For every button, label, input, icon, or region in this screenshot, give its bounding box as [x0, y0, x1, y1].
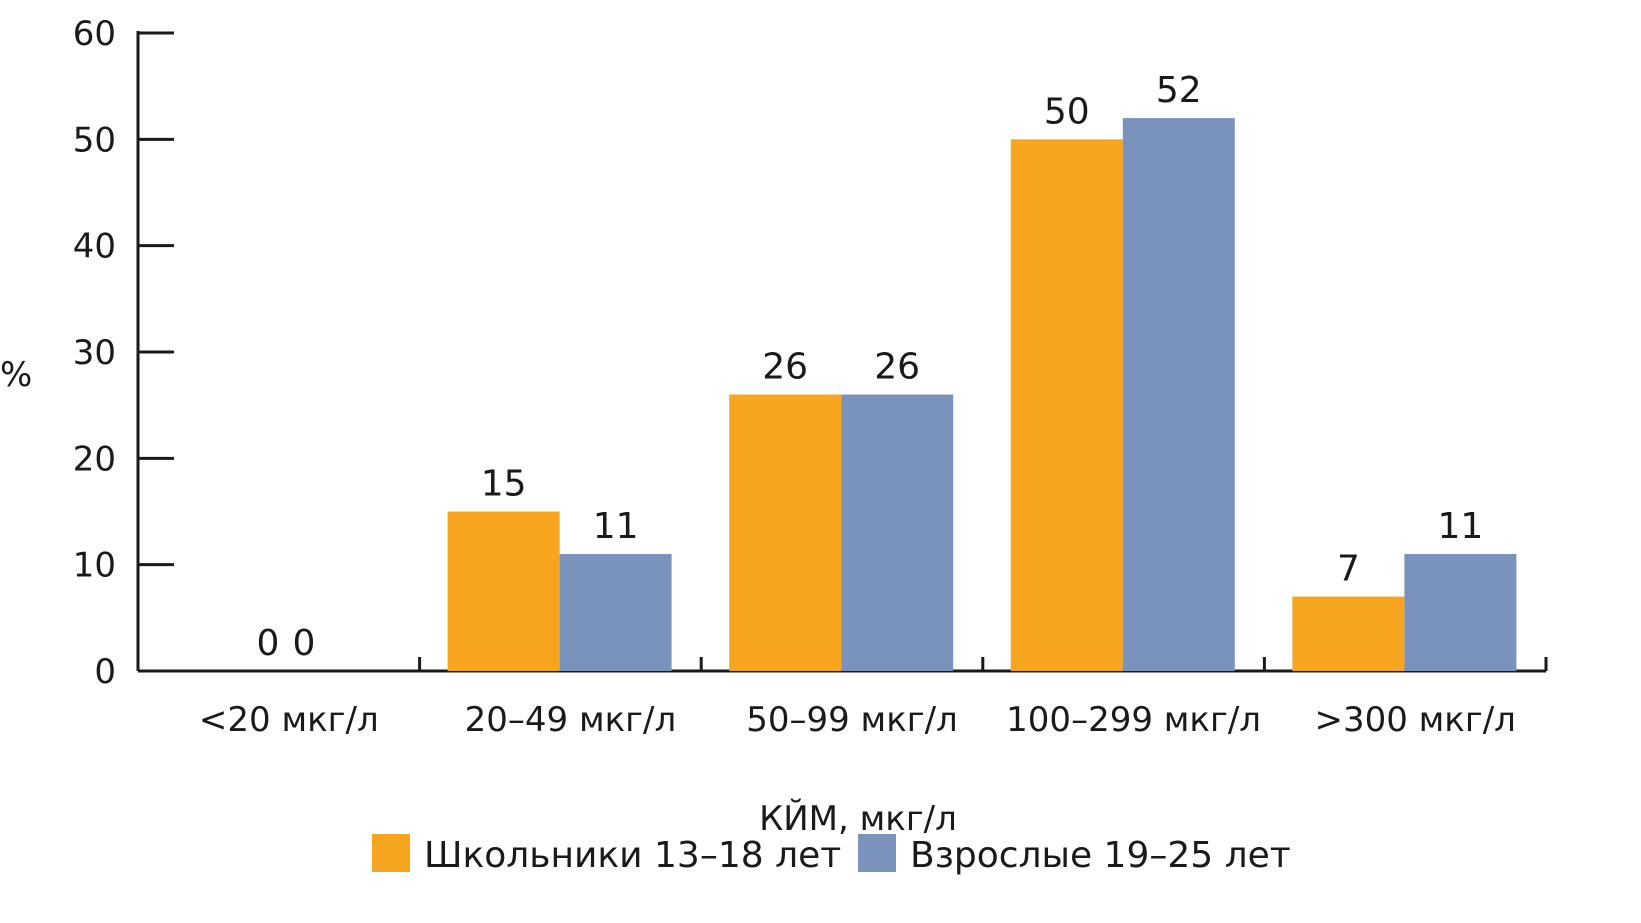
bar [1010, 139, 1123, 672]
bar [1122, 118, 1235, 672]
data-label: 11 [1437, 506, 1483, 547]
bar [1404, 554, 1517, 671]
x-axis-title: КЙМ, мкг/л [759, 798, 957, 839]
y-tick-label: 30 [73, 333, 116, 373]
legend-swatch [858, 834, 896, 872]
x-tick-label: >300 мкг/л [1314, 700, 1515, 740]
data-label: 52 [1156, 70, 1202, 111]
y-tick-label: 0 [94, 652, 116, 692]
legend-label: Школьники 13–18 лет [424, 835, 841, 876]
bar [447, 511, 560, 671]
data-label: 26 [762, 347, 808, 388]
data-label: 0 [293, 623, 316, 664]
bars [447, 118, 1517, 672]
data-label: 11 [593, 506, 639, 547]
y-tick-label: 50 [73, 120, 116, 160]
bar [559, 554, 672, 671]
y-tick-label: 60 [73, 14, 116, 54]
data-label: 0 [257, 623, 280, 664]
y-axis-title: % [0, 355, 32, 395]
bar [1292, 596, 1405, 671]
category-labels: <20 мкг/л 20–49 мкг/л 50–99 мкг/л 100–299 м… [199, 700, 1516, 740]
bar [841, 394, 954, 671]
data-label: 7 [1337, 549, 1360, 590]
x-tick-label: 20–49 мкг/л [465, 700, 677, 740]
x-tick-label: 50–99 мкг/л [746, 700, 958, 740]
data-label: 15 [481, 464, 527, 505]
legend: Школьники 13–18 лет Взрослые 19–25 лет [372, 834, 1291, 876]
bar [729, 394, 842, 671]
y-tick-label: 10 [73, 546, 116, 586]
x-tick-label: 100–299 мкг/л [1006, 700, 1261, 740]
legend-label: Взрослые 19–25 лет [910, 835, 1291, 876]
legend-swatch [372, 834, 410, 872]
data-label: 26 [874, 347, 920, 388]
data-label: 50 [1044, 91, 1090, 132]
y-axis: 0 10 20 30 40 50 60 [73, 14, 174, 692]
data-labels: 0 0 15 11 26 26 50 52 7 11 [257, 70, 1484, 664]
y-tick-label: 40 [73, 227, 116, 267]
y-tick-label: 20 [73, 439, 116, 479]
x-tick-label: <20 мкг/л [199, 700, 379, 740]
